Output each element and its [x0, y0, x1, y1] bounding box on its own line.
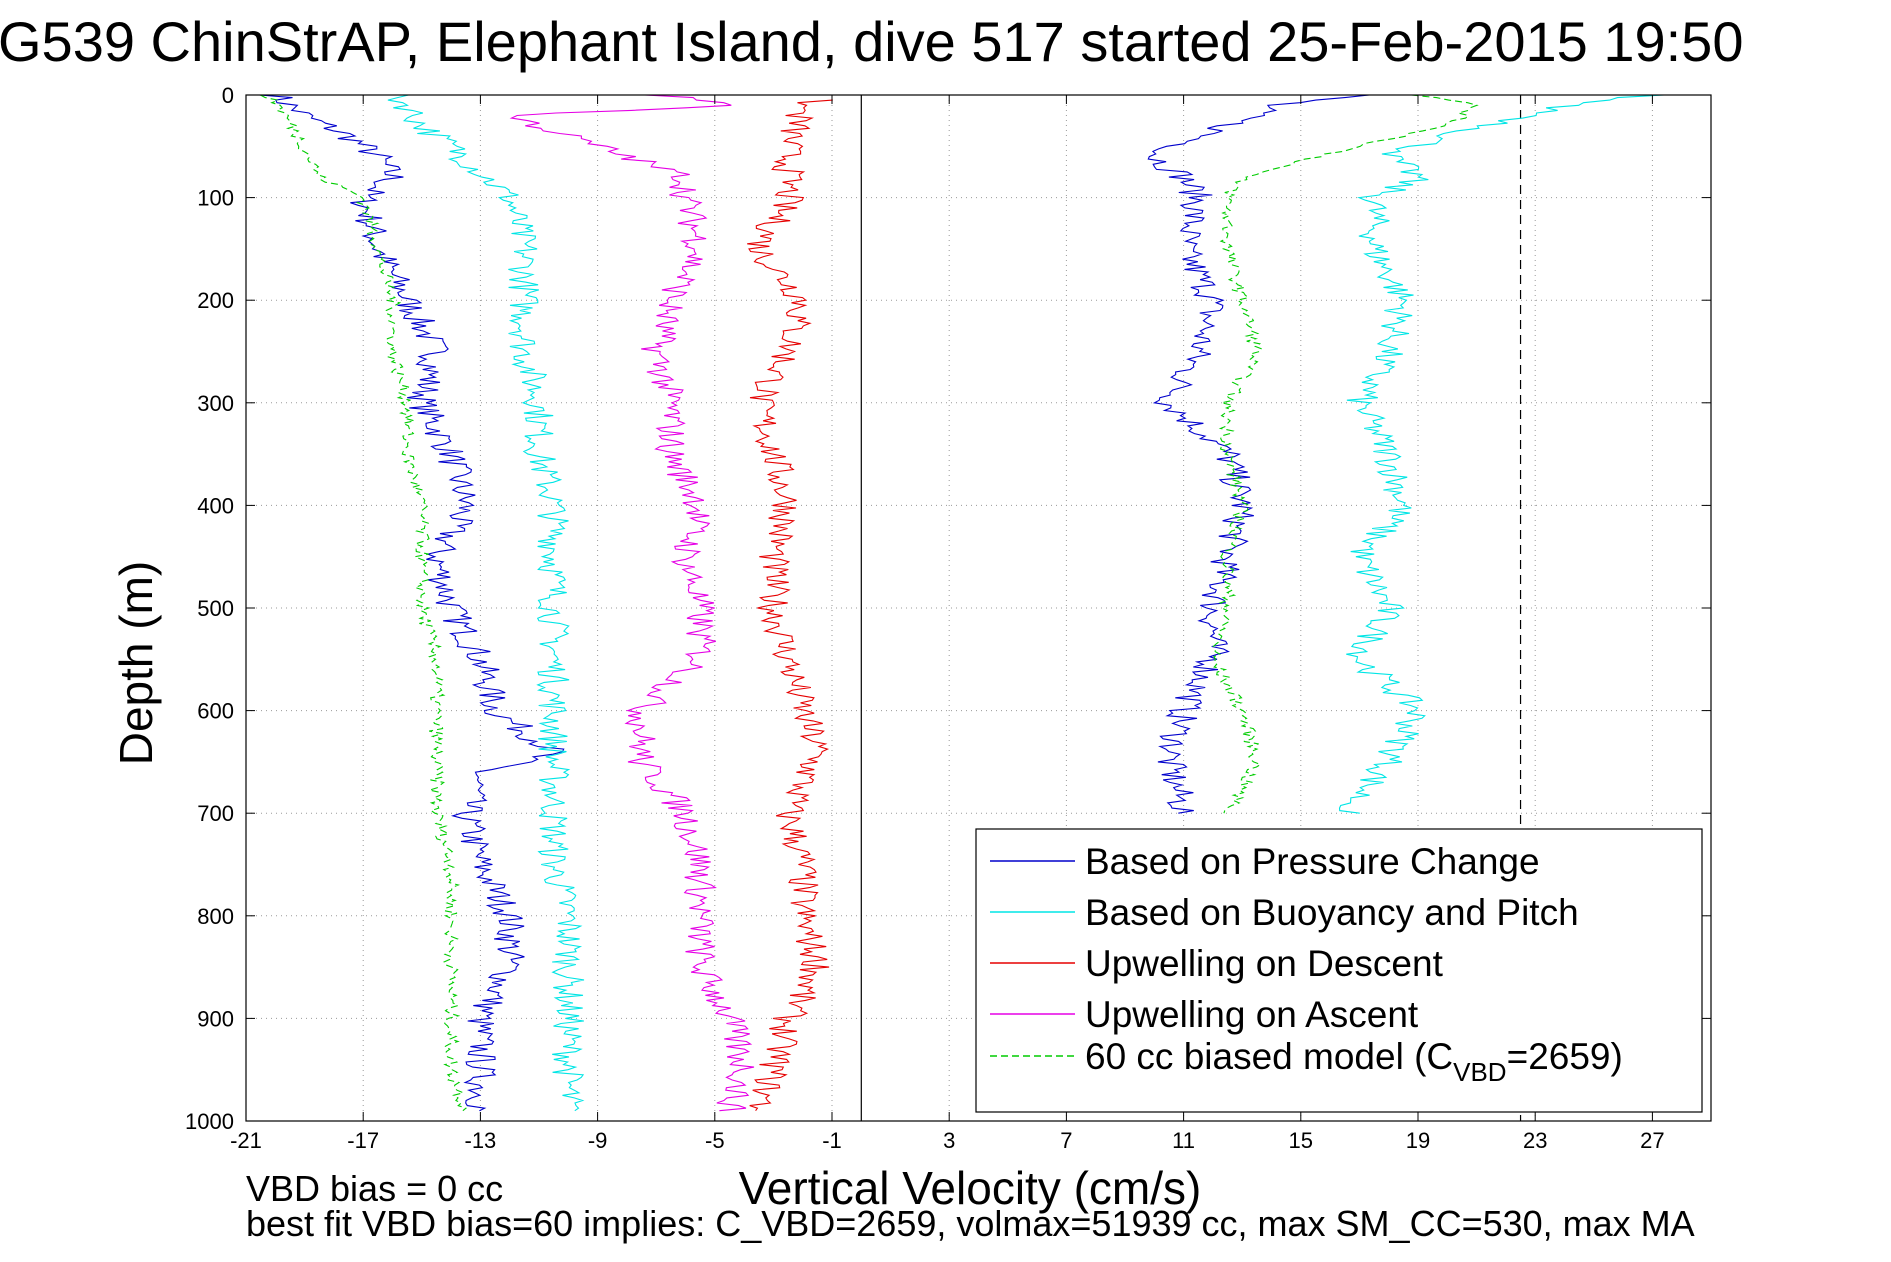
footer-line-2: best fit VBD bias=60 implies: C_VBD=2659… [246, 1203, 1695, 1244]
series-line-based-on-pressure-change-0 [259, 94, 565, 1112]
series-line-upwelling-on-ascent-0 [509, 94, 755, 1112]
x-axis-label: Vertical Velocity (cm/s) [738, 1162, 1202, 1214]
legend-box [975, 828, 1703, 1113]
series-line-60-cc-biased-model-c-vbd-2659-1 [1212, 94, 1479, 814]
x-tick-label: 11 [1172, 1128, 1195, 1153]
series-line-upwelling-on-descent-0 [747, 99, 833, 1112]
x-tick-label: -9 [588, 1128, 608, 1153]
series-line-based-on-buoyancy-and-pitch-0 [387, 94, 585, 1112]
chart-legend: Based on Pressure Change Based on Buoyanc… [975, 828, 1703, 1113]
legend-label-3: Upwelling on Ascent [1085, 994, 1419, 1035]
x-tick-label: -17 [347, 1128, 379, 1153]
chart-series [259, 94, 1665, 1112]
legend-label-2: Upwelling on Descent [1085, 943, 1444, 984]
x-tick-label: 3 [943, 1128, 955, 1153]
footer-line-1: VBD bias = 0 cc [246, 1168, 504, 1209]
x-tick-label: 19 [1406, 1128, 1430, 1153]
x-tick-label: -21 [230, 1128, 262, 1153]
series-line-60-cc-biased-model-c-vbd-2659-0 [260, 94, 468, 1112]
x-tick-label: 7 [1060, 1128, 1072, 1153]
y-tick-label: 100 [197, 186, 234, 211]
x-tick-label: 27 [1640, 1128, 1664, 1153]
legend-label-1: Based on Buoyancy and Pitch [1085, 892, 1579, 933]
chart-title: G539 ChinStrAP, Elephant Island, dive 51… [0, 10, 1744, 73]
y-tick-label: 300 [197, 391, 234, 416]
series-line-based-on-buoyancy-and-pitch-1 [1338, 94, 1665, 814]
x-tick-label: -5 [705, 1128, 725, 1153]
x-tick-label: -1 [822, 1128, 842, 1153]
legend-label-suffix: =2659) [1507, 1036, 1623, 1077]
x-tick-label: -13 [465, 1128, 497, 1153]
x-tick-label: 23 [1523, 1128, 1547, 1153]
y-tick-label: 1000 [185, 1109, 234, 1134]
legend-label-0: Based on Pressure Change [1085, 841, 1540, 882]
x-tick-label: 15 [1289, 1128, 1313, 1153]
y-tick-label: 800 [197, 904, 234, 929]
legend-label-subscript: VBD [1453, 1057, 1506, 1087]
series-line-based-on-pressure-change-1 [1147, 94, 1370, 814]
y-tick-label: 400 [197, 493, 234, 518]
y-tick-label: 200 [197, 288, 234, 313]
y-tick-label: 900 [197, 1006, 234, 1031]
y-tick-label: 0 [222, 83, 234, 108]
axis-ticks: -21 -17 -13 -9 -5 -1 3 7 11 15 19 23 270100200300400… [185, 83, 1711, 1153]
y-tick-label: 600 [197, 699, 234, 724]
y-axis-label: Depth (m) [110, 560, 162, 766]
y-tick-label: 500 [197, 596, 234, 621]
y-tick-label: 700 [197, 801, 234, 826]
